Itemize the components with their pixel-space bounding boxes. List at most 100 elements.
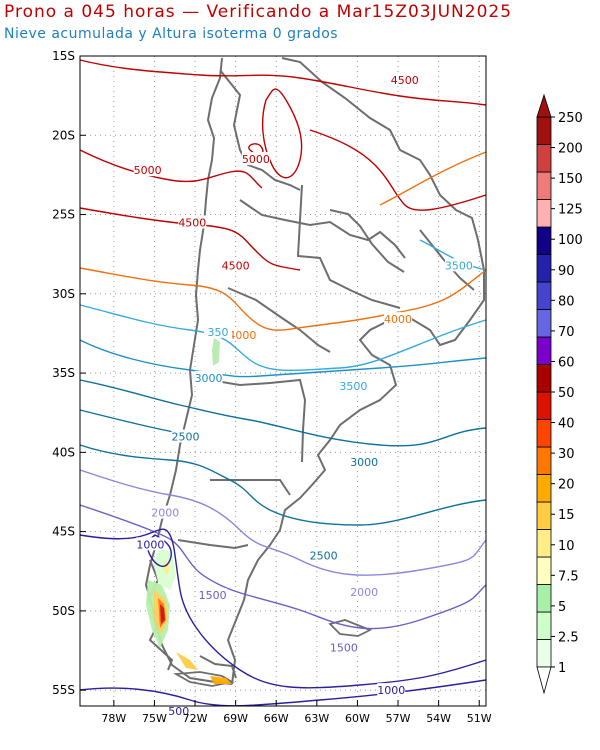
colorbar-segment	[536, 254, 552, 283]
lon-tick-label: 54W	[426, 712, 451, 725]
colorbar-min-arrow	[536, 666, 552, 695]
contour-label: 2500	[310, 549, 338, 562]
contour-label-bg	[151, 505, 180, 519]
colorbar-label: 80	[558, 294, 575, 309]
contour-label-bg	[384, 312, 413, 326]
map-title: Prono a 045 horas — Verificando a Mar15Z…	[4, 2, 513, 22]
contour-label-bg	[444, 258, 473, 272]
colorbar-label: 5	[558, 600, 566, 615]
colorbar-segment	[536, 281, 552, 310]
contour-label-bg	[171, 429, 200, 443]
lon-tick-label: 75W	[142, 712, 167, 725]
contour-label-bg	[221, 258, 250, 272]
contour-label: 5000	[242, 153, 270, 166]
lat-tick-label: 30S	[52, 287, 75, 301]
colorbar-label: 90	[558, 264, 575, 279]
colorbar-label: 200	[558, 142, 583, 157]
contour-label: 2000	[151, 507, 179, 520]
colorbar-segment	[536, 364, 552, 393]
colorbar-label: 70	[558, 325, 575, 340]
colorbar-label: 125	[558, 203, 583, 218]
contour-label-bg	[194, 370, 223, 384]
contour-label: 5000	[134, 164, 162, 177]
contour-label: 2000	[350, 586, 378, 599]
contour-label: 2500	[172, 430, 200, 443]
contour-label-bg	[329, 640, 358, 654]
colorbar-segment	[536, 171, 552, 200]
colorbar-segment	[536, 226, 552, 255]
contour-label-bg	[241, 152, 270, 166]
colorbar-segment	[536, 501, 552, 530]
colorbar-segment	[536, 336, 552, 365]
contour-label: 4500	[391, 74, 419, 87]
contour-label: 4500	[222, 259, 250, 272]
colorbar-segment	[536, 529, 552, 558]
contour-label-bg	[136, 537, 165, 551]
colorbar-segment	[536, 474, 552, 503]
contour-label: 4000	[228, 329, 256, 342]
colorbar-segment	[536, 446, 552, 475]
contour-label-bg	[228, 328, 257, 342]
contour-label-bg	[178, 215, 207, 229]
colorbar-label: 30	[558, 447, 575, 462]
colorbar-segment	[536, 391, 552, 420]
lon-tick-label: 57W	[386, 712, 411, 725]
colorbar-segment	[536, 584, 552, 613]
map-frame	[79, 55, 487, 707]
lat-tick-label: 55S	[52, 683, 75, 697]
lon-tick-label: 66W	[264, 712, 289, 725]
contour-label-bg	[309, 548, 338, 562]
colorbar-label: 150	[558, 172, 583, 187]
colorbar-label: 10	[558, 539, 575, 554]
contour-label-bg	[377, 683, 406, 697]
colorbar-max-arrow	[536, 93, 552, 118]
colorbar-label: 7.5	[558, 569, 579, 584]
lat-tick-label: 40S	[52, 445, 75, 459]
contour-label-bg	[164, 703, 193, 717]
lat-tick-label: 50S	[52, 604, 75, 618]
contour-label: 3000	[195, 372, 223, 385]
contour-label: 3000	[350, 456, 378, 469]
lon-tick-label: 51W	[467, 712, 492, 725]
colorbar-label: 100	[558, 233, 583, 248]
colorbar-label: 15	[558, 508, 575, 523]
contour-label: 4500	[178, 216, 206, 229]
contour-label: 1000	[377, 684, 405, 697]
lon-tick-label: 69W	[223, 712, 248, 725]
colorbar-label: 1	[558, 661, 566, 676]
colorbar-label: 40	[558, 417, 575, 432]
contour-label: 350	[208, 326, 229, 339]
colorbar-segment	[536, 639, 552, 668]
contour-label: 1000	[136, 538, 164, 551]
lon-tick-label: 63W	[304, 712, 329, 725]
colorbar-label: 2.5	[558, 630, 579, 645]
colorbar-segment	[536, 116, 552, 145]
colorbar-segment	[536, 144, 552, 173]
colorbar-segment	[536, 199, 552, 228]
axis-ticks: 15S 20S 25S 30S 35S 40S 45S 50S 55S 78W 75W 72W 69W 6…	[52, 49, 492, 725]
lat-tick-label: 25S	[52, 208, 75, 222]
colorbar-segment	[536, 309, 552, 338]
lat-tick-label: 45S	[52, 525, 75, 539]
contour-label: 1500	[199, 589, 227, 602]
contour-label-bg	[133, 163, 162, 177]
colorbar-segment	[536, 419, 552, 448]
lat-tick-label: 35S	[52, 366, 75, 380]
colorbar-segment	[536, 611, 552, 640]
contour-label: 3500	[339, 380, 367, 393]
contour-label-bg	[204, 324, 233, 338]
lat-tick-label: 20S	[52, 128, 75, 142]
map-subtitle: Nieve acumulada y Altura isoterma 0 grad…	[4, 26, 339, 42]
colorbar-label: 60	[558, 355, 575, 370]
colorbar-label: 250	[558, 111, 583, 126]
isotherm-contours	[79, 59, 487, 707]
contour-label-bg	[390, 72, 419, 86]
colorbar-label: 50	[558, 386, 575, 401]
contour-label: 4000	[384, 313, 412, 326]
lon-tick-label: 78W	[101, 712, 126, 725]
islands	[173, 619, 373, 687]
contour-label-bg	[350, 454, 379, 468]
lon-tick-label: 60W	[345, 712, 370, 725]
